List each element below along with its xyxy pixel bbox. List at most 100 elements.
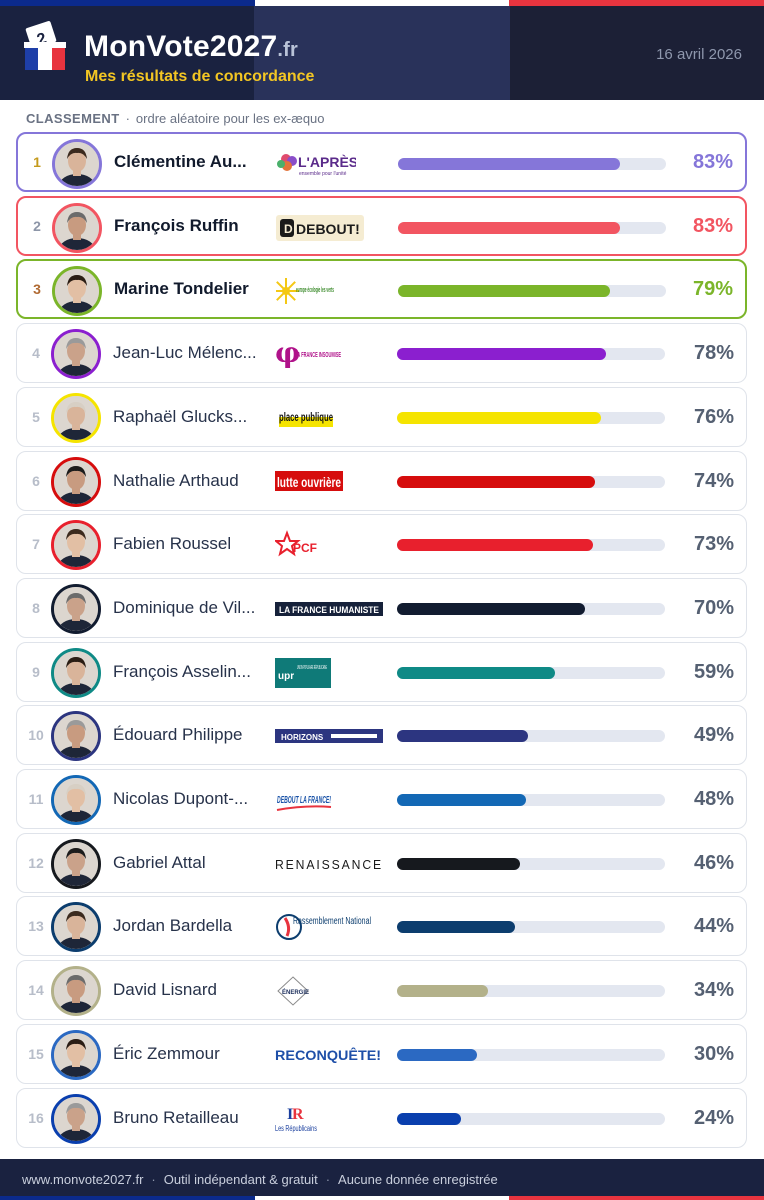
score-bar-fill [397,539,593,551]
candidate-row[interactable]: 14 David Lisnard ÉNERGIE 34% [16,960,747,1020]
candidate-avatar [51,648,101,698]
score-bar-track [398,222,666,234]
party-text: RENAISSANCE [275,857,383,872]
party-text: DEBOUT LA FRANCE! [277,795,331,806]
candidate-row[interactable]: 3 Marine Tondelier europe écologie les ver… [16,259,747,319]
party-logo: LA FRANCE HUMANISTE [275,589,385,629]
candidate-row[interactable]: 16 Bruno Retailleau I R Les Républicains 24% [16,1088,747,1148]
candidate-name: François Asselin... [113,662,251,681]
party-logo: I R Les Républicains [275,1099,385,1139]
candidate-avatar [52,266,102,316]
score-bar-fill [397,476,596,488]
footer-privacy: Aucune donnée enregistrée [338,1172,498,1187]
candidate-row[interactable]: 11 Nicolas Dupont-... DEBOUT LA FRANCE! 48% [16,769,747,829]
score-bar-fill [397,1113,462,1125]
score-bar-track [397,667,665,679]
party-text: UNION POPULAIRE RÉPUBLICAINE [297,664,327,671]
candidate-row[interactable]: 4 Jean-Luc Mélenc... φ LA FRANCE INSOUMISE 7… [16,323,747,383]
party-logo: place publique [275,398,385,438]
score-percent: 83% [692,214,733,237]
party-text: place publique [279,410,333,424]
candidate-avatar [51,457,101,507]
ranking-label: CLASSEMENT [26,111,120,126]
candidate-avatar [51,902,101,952]
party-text: europe écologie les verts [296,285,334,294]
party-text: Les Républicains [275,1124,317,1133]
tagline: Mes résultats de concordance [85,68,315,85]
candidate-avatar [51,711,101,761]
candidate-avatar [52,203,102,253]
candidate-name: Nathalie Arthaud [113,471,239,490]
party-logo: L'APRÈS ensemble pour l'unité [276,144,386,184]
rank-number: 15 [28,1046,44,1062]
score-percent: 79% [692,277,733,300]
candidate-row[interactable]: 8 Dominique de Vil... LA FRANCE HUMANISTE 7… [16,578,747,638]
rank-number: 16 [28,1110,44,1126]
rank-number: 6 [32,473,40,489]
candidate-avatar [51,584,101,634]
rank-number: 12 [28,855,44,871]
flag-stripe-bottom [0,1196,764,1200]
candidate-name: Jordan Bardella [113,916,233,935]
score-bar-fill [397,348,607,360]
score-bar-track [398,158,666,170]
score-bar-track [397,348,665,360]
score-bar-fill [397,730,529,742]
score-bar-track [397,412,665,424]
candidate-name: Éric Zemmour [113,1044,220,1063]
rank-number: 5 [32,409,40,425]
candidate-name: Bruno Retailleau [113,1108,239,1127]
brand-tld: .fr [277,39,298,61]
score-percent: 30% [693,1042,734,1065]
party-text: ÉNERGIE [282,988,309,996]
score-percent: 76% [693,405,734,428]
footer-site-link[interactable]: www.monvote2027.fr [22,1172,144,1187]
page-footer: www.monvote2027.fr · Outil indépendant & g… [0,1159,764,1200]
rank-number: 3 [33,281,41,297]
party-text: DEBOUT! [296,221,360,237]
party-text: RECONQUÊTE! [275,1046,381,1063]
candidate-avatar [51,839,101,889]
score-bar-fill [398,285,610,297]
candidate-row[interactable]: 13 Jordan Bardella Rassemblement National 4… [16,896,747,956]
rank-number: 8 [32,600,40,616]
score-bar-track [397,1049,665,1061]
score-bar-track [397,730,665,742]
score-percent: 59% [693,660,734,683]
score-bar-fill [397,921,515,933]
candidate-row[interactable]: 7 Fabien Roussel PCF 73% [16,514,747,574]
header-band-red [510,6,764,100]
candidate-avatar [51,966,101,1016]
rank-number: 4 [32,345,40,361]
candidate-name: François Ruffin [114,216,239,235]
rank-number: 13 [28,918,44,934]
rank-number: 11 [28,791,44,807]
candidate-name: Raphaël Glucks... [113,407,248,426]
candidate-row[interactable]: 15 Éric Zemmour RECONQUÊTE! 30% [16,1024,747,1084]
candidate-row[interactable]: 6 Nathalie Arthaud lutte ouvrière 74% [16,451,747,511]
score-percent: 74% [693,469,734,492]
candidate-name: David Lisnard [113,980,217,999]
score-percent: 70% [693,596,734,619]
score-percent: 34% [693,978,734,1001]
score-bar-track [397,476,665,488]
candidate-row[interactable]: 5 Raphaël Glucks... place publique 76% [16,387,747,447]
party-text: HORIZONS [281,733,324,742]
candidate-name: Dominique de Vil... [113,598,256,617]
candidate-name: Gabriel Attal [113,853,206,872]
candidate-avatar [51,775,101,825]
candidate-row[interactable]: 12 Gabriel Attal RENAISSANCE 46% [16,833,747,893]
candidate-row[interactable]: 2 François Ruffin D DEBOUT! 83% [16,196,747,256]
candidate-name: Édouard Philippe [113,725,243,744]
candidate-row[interactable]: 10 Édouard Philippe HORIZONS 49% [16,705,747,765]
score-bar-track [397,985,665,997]
footer-text: www.monvote2027.fr · Outil indépendant & g… [22,1172,498,1187]
rank-number: 2 [33,218,41,234]
score-bar-track [397,539,665,551]
candidate-row[interactable]: 1 Clémentine Au... L'APRÈS ensemble pour l'… [16,132,747,192]
score-percent: 24% [693,1106,734,1129]
score-bar-fill [397,667,556,679]
party-logo: europe écologie les verts [276,271,386,311]
